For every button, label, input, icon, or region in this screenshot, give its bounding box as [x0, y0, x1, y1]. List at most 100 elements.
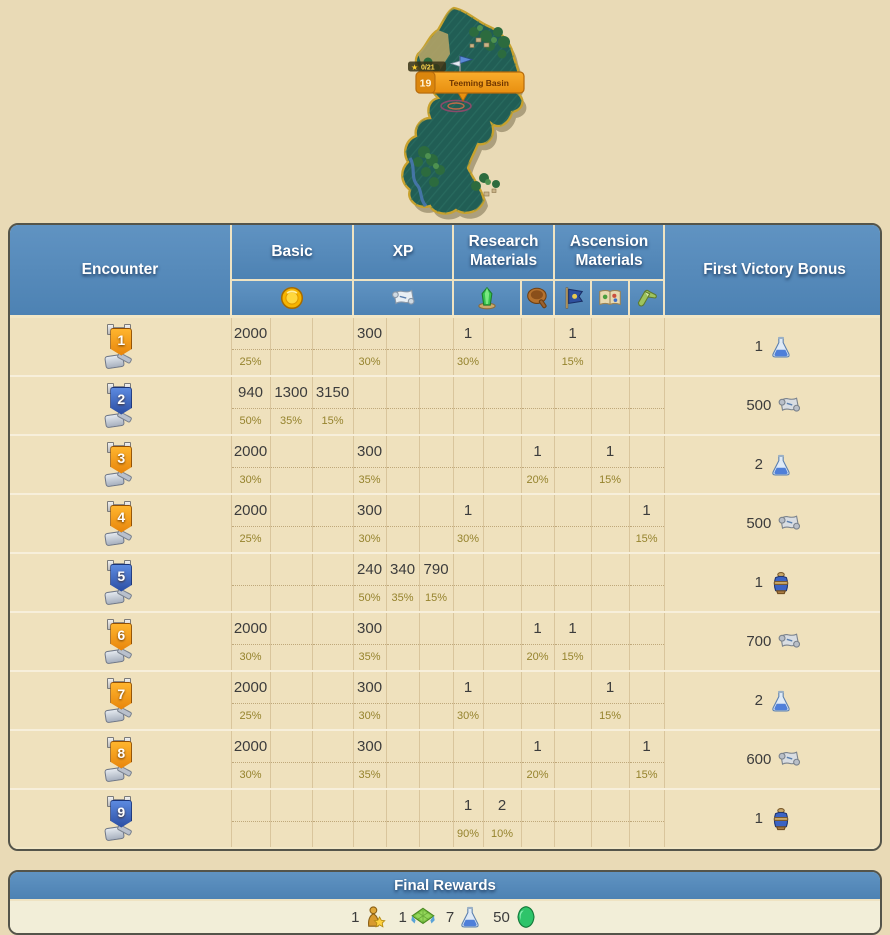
reward-value: [522, 378, 554, 408]
reward-chance: [270, 761, 312, 788]
final-reward-quantity: 1: [398, 908, 407, 926]
table-row: 5 240 50% 340 35% 790 15% 1: [10, 553, 882, 612]
encounter-badge[interactable]: 6: [102, 618, 138, 665]
reward-cell: [482, 730, 522, 789]
reward-cell: [520, 671, 555, 730]
reward-value: [454, 732, 483, 762]
encounter-badge[interactable]: 8: [102, 736, 138, 783]
reward-cell: [311, 730, 354, 789]
reward-chance: 50%: [231, 407, 270, 434]
reward-chance: 90%: [453, 820, 483, 847]
reward-cell: 1 20%: [520, 730, 555, 789]
encounter-number: 6: [110, 622, 133, 651]
first-victory-bonus: 2: [665, 452, 882, 478]
province-number: 19: [420, 78, 432, 90]
reward-chance: 15%: [591, 702, 629, 729]
reward-value: 300: [357, 502, 383, 519]
first-victory-bonus: 1: [665, 570, 882, 596]
reward-cell: 1300 35%: [269, 376, 312, 435]
final-reward-item: 50: [493, 904, 539, 930]
encounter-badge[interactable]: 5: [102, 559, 138, 606]
bonus-quantity: 2: [754, 456, 763, 473]
reward-chance: 35%: [353, 466, 386, 493]
first-victory-bonus: 1: [665, 334, 882, 360]
first-victory-bonus-cell: 1: [663, 789, 880, 848]
reward-cell: 300 30%: [352, 316, 387, 376]
reward-value: [420, 732, 453, 762]
province-map: ★ 0/21 19 Teeming Basin: [401, 6, 527, 220]
province-tooltip[interactable]: 19 Teeming Basin: [415, 71, 525, 102]
flask-icon: [768, 688, 794, 714]
encounter-badge[interactable]: 4: [102, 500, 138, 547]
reward-cell: 1 15%: [628, 494, 665, 553]
reward-chance: 20%: [521, 466, 554, 493]
reward-value: [313, 673, 353, 703]
encounter-badge[interactable]: 7: [102, 677, 138, 724]
first-victory-bonus-cell: 2: [663, 435, 882, 494]
encounter-number: 2: [110, 386, 133, 415]
reward-value: 300: [357, 325, 383, 342]
reward-value: [484, 555, 521, 585]
reward-cell: [385, 494, 420, 553]
encounter-badge[interactable]: 3: [102, 441, 138, 488]
reward-value: [630, 437, 664, 467]
reward-value: 3150: [315, 384, 350, 401]
reward-cell: [452, 553, 484, 612]
reward-chance: [270, 584, 312, 611]
reward-value: [271, 732, 312, 762]
reward-cell: [385, 671, 420, 730]
reward-cell: [520, 789, 555, 848]
reward-value: 340: [390, 561, 416, 578]
reward-chance: [521, 407, 554, 434]
reward-cell: [418, 435, 454, 494]
reward-cell: [311, 612, 354, 671]
reward-cell: 1 30%: [452, 494, 484, 553]
encounter-badge[interactable]: 2: [102, 382, 138, 429]
reward-cell: 2000 25%: [230, 671, 270, 730]
reward-cell: [628, 612, 665, 671]
reward-cell: [590, 553, 630, 612]
reward-cell: [482, 494, 522, 553]
reward-chance: [591, 643, 629, 670]
reward-chance: [554, 702, 591, 729]
coin-icon-cell: [229, 279, 354, 317]
reward-chance: [521, 584, 554, 611]
reward-value: [592, 319, 629, 349]
reward-chance: 15%: [554, 643, 591, 670]
reward-chance: [270, 702, 312, 729]
reward-value: [271, 319, 312, 349]
reward-cell: [520, 376, 555, 435]
reward-chance: 30%: [231, 466, 270, 493]
encounter-badge[interactable]: 9: [102, 795, 138, 842]
reward-cell: [385, 612, 420, 671]
reward-cell: 1 20%: [520, 435, 555, 494]
encounter-cell: 2: [10, 376, 231, 435]
reward-value: [232, 791, 270, 821]
encounter-marker[interactable]: [440, 99, 472, 113]
reward-value: [420, 378, 453, 408]
reward-chance: [521, 820, 554, 847]
reward-chance: [483, 466, 521, 493]
reward-value: [484, 673, 521, 703]
encounter-badge[interactable]: 1: [102, 323, 138, 370]
col-header-xp: XP: [352, 225, 454, 280]
reward-chance: [554, 584, 591, 611]
reward-chance: 15%: [554, 348, 591, 375]
reward-chance: [629, 466, 664, 493]
first-victory-bonus: 500: [665, 393, 882, 419]
xp-scroll-icon: [390, 285, 416, 311]
province-progress-value: 0/21: [421, 65, 435, 72]
first-victory-bonus-cell: 700: [663, 612, 880, 671]
reward-cell: 1 30%: [452, 316, 484, 376]
reward-cell: 300 35%: [352, 730, 387, 789]
reward-value: [592, 496, 629, 526]
reward-value: [592, 791, 629, 821]
reward-value: 300: [357, 738, 383, 755]
table-row: 7 2000 25% 300 30% 1 30% 1 15% 2: [10, 671, 880, 730]
reward-chance: 35%: [386, 584, 419, 611]
reward-cell: [520, 494, 555, 553]
reward-value: [555, 555, 591, 585]
reward-value: [484, 732, 521, 762]
reward-cell: 2000 30%: [230, 612, 270, 671]
reward-chance: 15%: [629, 525, 664, 552]
